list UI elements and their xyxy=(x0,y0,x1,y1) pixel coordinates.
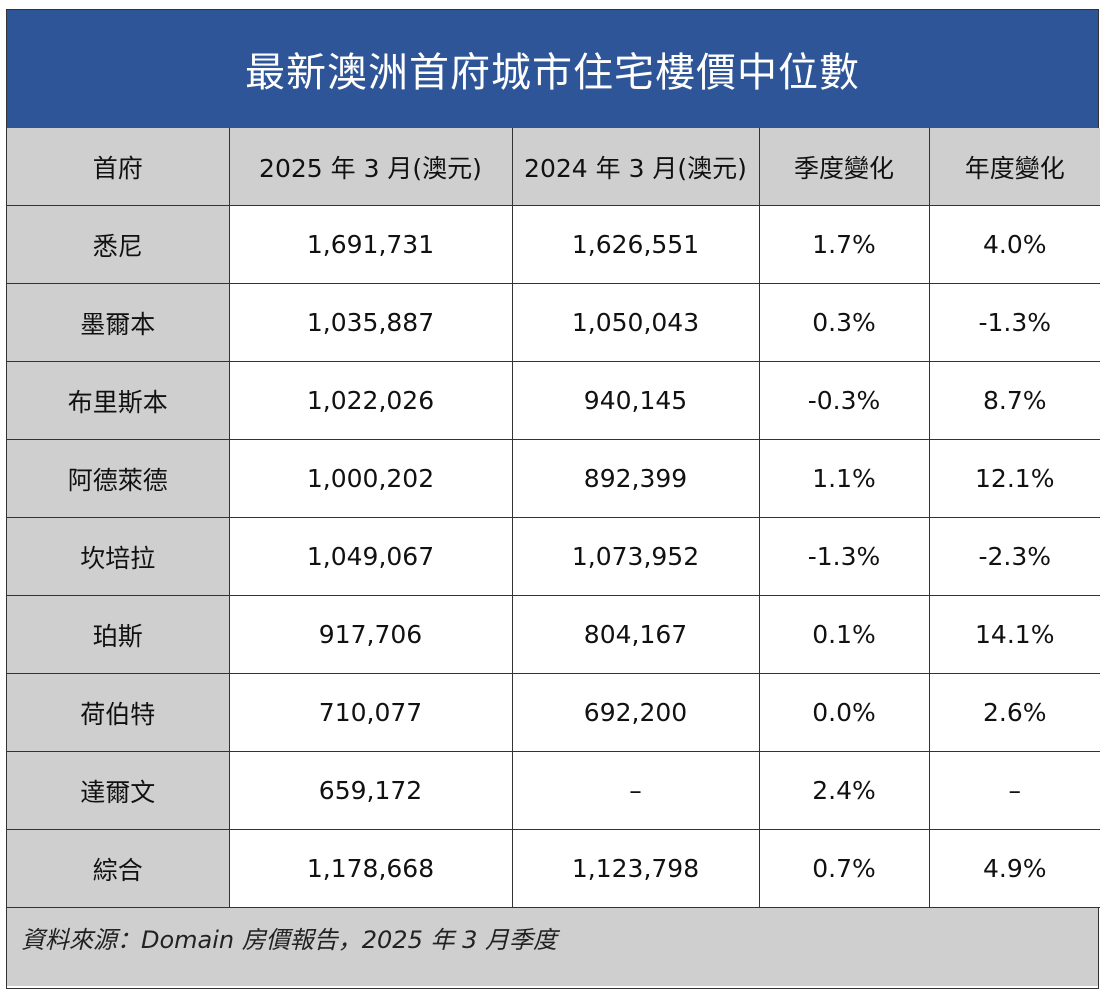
quarterly-change-cell: 1.7% xyxy=(758,205,930,284)
price-2025-cell: 710,077 xyxy=(228,673,513,752)
city-cell: 布里斯本 xyxy=(7,361,230,440)
city-cell: 珀斯 xyxy=(7,595,230,674)
city-cell: 坎培拉 xyxy=(7,517,230,596)
price-2025-cell: 1,035,887 xyxy=(228,283,513,362)
city-cell: 達爾文 xyxy=(7,751,230,830)
city-cell: 荷伯特 xyxy=(7,673,230,752)
quarterly-change-cell: -0.3% xyxy=(758,361,930,440)
price-2024-cell: 892,399 xyxy=(511,439,760,518)
source-note: 資料來源：Domain 房價報告，2025 年 3 月季度 xyxy=(7,908,1098,986)
table-row: 阿德萊德 1,000,202 892,399 1.1% 12.1% xyxy=(7,439,1100,518)
quarterly-change-cell: 2.4% xyxy=(758,751,930,830)
price-2025-cell: 1,000,202 xyxy=(228,439,513,518)
city-cell: 綜合 xyxy=(7,829,230,908)
quarterly-change-cell: 0.0% xyxy=(758,673,930,752)
quarterly-change-cell: 0.3% xyxy=(758,283,930,362)
header-annual-change: 年度變化 xyxy=(928,128,1100,206)
median-price-table: 首府 2025 年 3 月(澳元) 2024 年 3 月(澳元) 季度變化 年度… xyxy=(7,128,1100,908)
price-2024-cell: 940,145 xyxy=(511,361,760,440)
city-cell: 阿德萊德 xyxy=(7,439,230,518)
annual-change-cell: 14.1% xyxy=(928,595,1100,674)
table-row: 坎培拉 1,049,067 1,073,952 -1.3% -2.3% xyxy=(7,517,1100,596)
table-row-total: 綜合 1,178,668 1,123,798 0.7% 4.9% xyxy=(7,829,1100,908)
price-2024-cell: 1,050,043 xyxy=(511,283,760,362)
header-city: 首府 xyxy=(7,128,230,206)
price-2024-cell: – xyxy=(511,751,760,830)
annual-change-cell: 4.0% xyxy=(928,205,1100,284)
quarterly-change-cell: 0.1% xyxy=(758,595,930,674)
price-2025-cell: 1,691,731 xyxy=(228,205,513,284)
table-row: 達爾文 659,172 – 2.4% – xyxy=(7,751,1100,830)
price-2025-cell: 1,022,026 xyxy=(228,361,513,440)
table-row: 悉尼 1,691,731 1,626,551 1.7% 4.0% xyxy=(7,205,1100,284)
city-cell: 悉尼 xyxy=(7,205,230,284)
annual-change-cell: 2.6% xyxy=(928,673,1100,752)
table-row: 荷伯特 710,077 692,200 0.0% 2.6% xyxy=(7,673,1100,752)
annual-change-cell: -1.3% xyxy=(928,283,1100,362)
price-2024-cell: 1,626,551 xyxy=(511,205,760,284)
price-2025-cell: 659,172 xyxy=(228,751,513,830)
annual-change-cell: 12.1% xyxy=(928,439,1100,518)
quarterly-change-cell: -1.3% xyxy=(758,517,930,596)
price-2024-cell: 1,073,952 xyxy=(511,517,760,596)
price-2024-cell: 804,167 xyxy=(511,595,760,674)
price-table-card: 最新澳洲首府城市住宅樓價中位數 首府 2025 年 3 月(澳元) 2024 年… xyxy=(6,9,1100,989)
table-title: 最新澳洲首府城市住宅樓價中位數 xyxy=(7,10,1098,128)
quarterly-change-cell: 1.1% xyxy=(758,439,930,518)
annual-change-cell: 4.9% xyxy=(928,829,1100,908)
annual-change-cell: -2.3% xyxy=(928,517,1100,596)
price-2025-cell: 917,706 xyxy=(228,595,513,674)
table-row: 珀斯 917,706 804,167 0.1% 14.1% xyxy=(7,595,1100,674)
price-2024-cell: 692,200 xyxy=(511,673,760,752)
annual-change-cell: – xyxy=(928,751,1100,830)
quarterly-change-cell: 0.7% xyxy=(758,829,930,908)
city-cell: 墨爾本 xyxy=(7,283,230,362)
header-mar-2025: 2025 年 3 月(澳元) xyxy=(228,128,513,206)
header-row: 首府 2025 年 3 月(澳元) 2024 年 3 月(澳元) 季度變化 年度… xyxy=(7,128,1100,206)
header-mar-2024: 2024 年 3 月(澳元) xyxy=(511,128,760,206)
table-row: 布里斯本 1,022,026 940,145 -0.3% 8.7% xyxy=(7,361,1100,440)
price-2025-cell: 1,178,668 xyxy=(228,829,513,908)
price-2024-cell: 1,123,798 xyxy=(511,829,760,908)
annual-change-cell: 8.7% xyxy=(928,361,1100,440)
header-quarterly-change: 季度變化 xyxy=(758,128,930,206)
table-row: 墨爾本 1,035,887 1,050,043 0.3% -1.3% xyxy=(7,283,1100,362)
price-2025-cell: 1,049,067 xyxy=(228,517,513,596)
